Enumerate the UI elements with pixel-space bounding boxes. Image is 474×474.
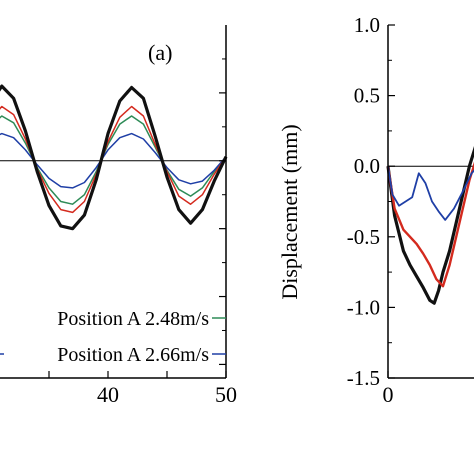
left-x-tick-label: 40 <box>97 382 119 407</box>
left-series-line-1 <box>0 115 227 205</box>
left-series-line-2 <box>0 132 227 189</box>
left-legend: Position A 2.48m/s Position A 2.66m/s <box>0 308 226 366</box>
right-series-lines <box>386 146 474 305</box>
right-y-tick-label: -1.5 <box>347 366 380 390</box>
left-x-tick-label: 50 <box>215 382 237 407</box>
right-y-tick-label: 0.0 <box>354 154 380 178</box>
left-ticks: 40 50 <box>48 58 237 407</box>
legend-entry-2: Position A 2.66m/s <box>57 344 209 366</box>
left-series-lines <box>0 84 228 231</box>
right-y-tick-label: -1.0 <box>347 295 380 319</box>
legend-entry-1: Position A 2.48m/s <box>57 308 209 330</box>
right-y-tick-label: 0.5 <box>354 84 380 108</box>
left-series-line-4 <box>0 84 228 231</box>
right-ticks: 1.0 0.5 0.0 -0.5 -1.0 -1.50 <box>347 13 395 407</box>
right-series-line-3 <box>387 166 474 221</box>
right-x-tick-label: 0 <box>383 382 394 407</box>
right-series-line-2 <box>386 161 474 288</box>
panel-label: (a) <box>148 40 172 65</box>
right-series-line-1 <box>386 146 474 305</box>
right-y-tick-label: -0.5 <box>347 225 380 249</box>
right-y-tick-label: 1.0 <box>354 13 380 37</box>
right-chart-panel: 1.0 0.5 0.0 -0.5 -1.0 -1.50 Displacement (mm) <box>277 13 474 407</box>
y-axis-label: Displacement (mm) <box>277 124 302 299</box>
